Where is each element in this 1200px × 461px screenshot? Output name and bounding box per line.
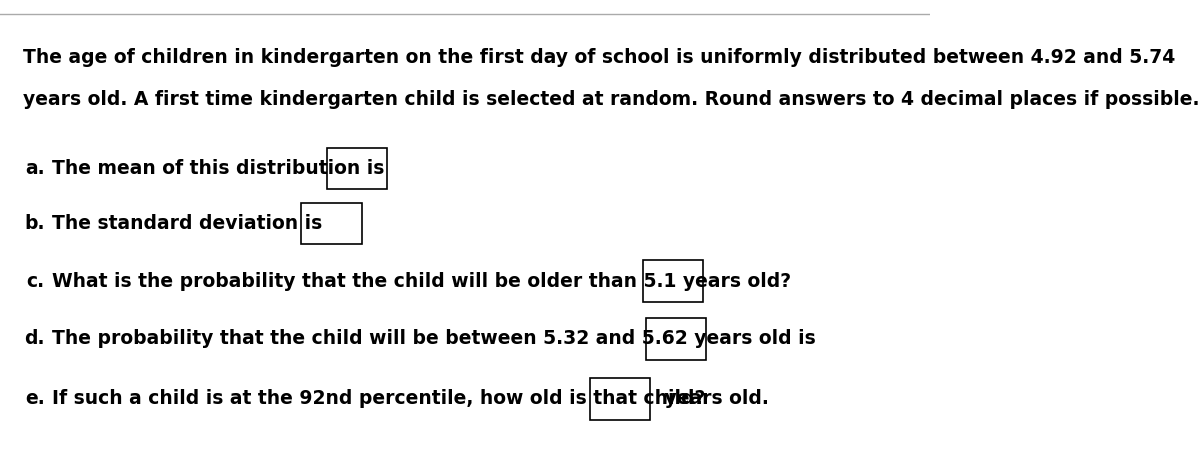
Text: e.: e. <box>25 389 44 408</box>
FancyBboxPatch shape <box>301 203 362 244</box>
Text: If such a child is at the 92nd percentile, how old is that child?: If such a child is at the 92nd percentil… <box>52 389 706 408</box>
FancyBboxPatch shape <box>589 378 650 420</box>
Text: c.: c. <box>26 272 44 291</box>
Text: d.: d. <box>24 329 44 349</box>
FancyBboxPatch shape <box>643 260 703 302</box>
Text: The mean of this distribution is: The mean of this distribution is <box>52 159 384 178</box>
Text: The probability that the child will be between 5.32 and 5.62 years old is: The probability that the child will be b… <box>52 329 816 349</box>
Text: a.: a. <box>25 159 44 178</box>
FancyBboxPatch shape <box>326 148 386 189</box>
FancyBboxPatch shape <box>646 318 706 360</box>
Text: b.: b. <box>24 214 44 233</box>
Text: years old. A first time kindergarten child is selected at random. Round answers : years old. A first time kindergarten chi… <box>23 90 1200 109</box>
Text: The standard deviation is: The standard deviation is <box>52 214 323 233</box>
Text: The age of children in kindergarten on the first day of school is uniformly dist: The age of children in kindergarten on t… <box>23 48 1176 67</box>
Text: years old.: years old. <box>658 389 768 408</box>
Text: What is the probability that the child will be older than 5.1 years old?: What is the probability that the child w… <box>52 272 791 291</box>
